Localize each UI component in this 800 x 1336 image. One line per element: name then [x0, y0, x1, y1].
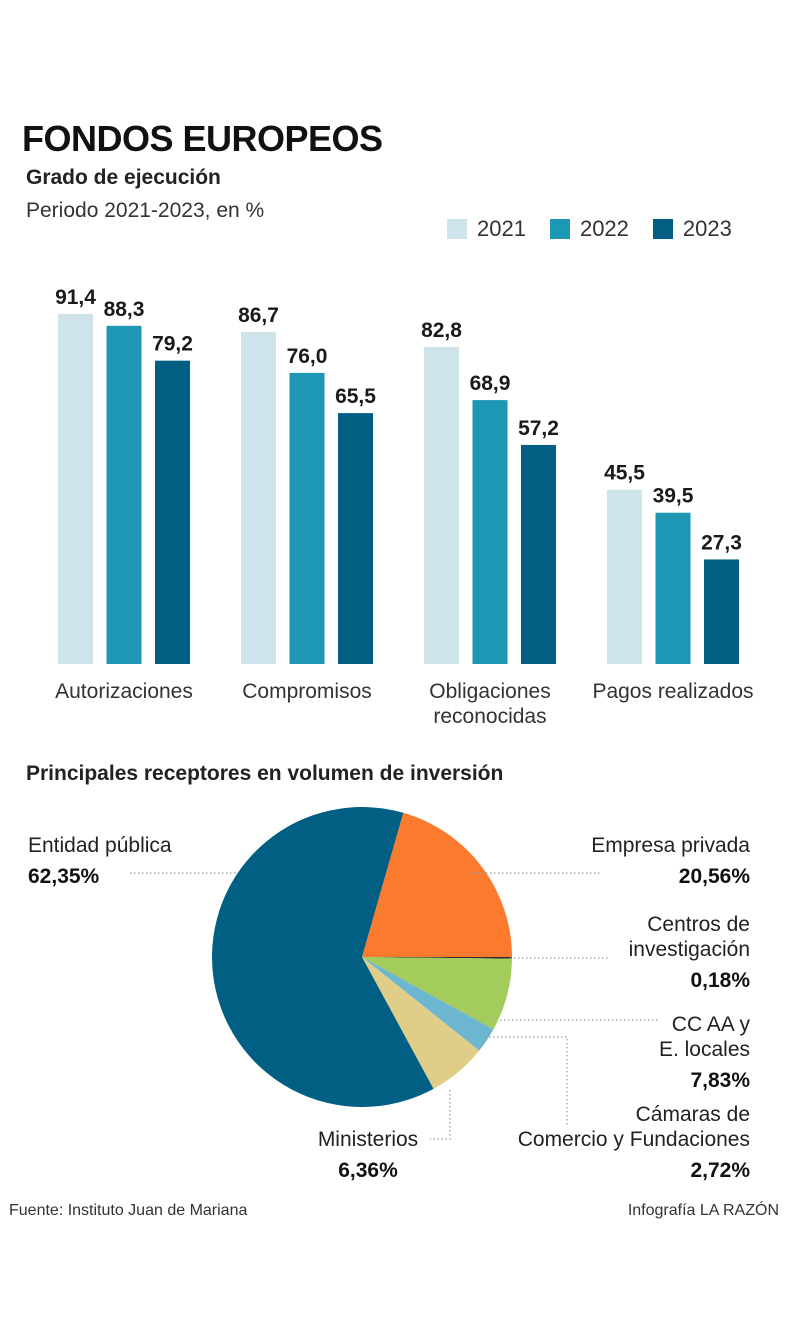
- legend-item-2022: 2022: [549, 216, 629, 242]
- category-label-obligaciones-reconocidas: Obligaciones reconocidas: [429, 680, 550, 728]
- bar-chart: 91,4 88,3 79,2 Autorizaciones 86,7 76,0 65,5 Co…: [55, 286, 753, 728]
- bar-obligaciones-reconocidas-2021: [424, 346, 459, 664]
- pie-slice-camaras-de-comercio-y-fundaciones: [362, 957, 494, 1051]
- category-label-autorizaciones: Autorizaciones: [55, 680, 193, 703]
- legend-label-2022: 2022: [579, 216, 629, 241]
- bar-value-compromisos-2021: 86,7: [238, 304, 279, 327]
- period-label: Periodo 2021-2023, en %: [26, 199, 265, 222]
- bar-value-autorizaciones-2021: 91,4: [55, 286, 96, 309]
- pie-title: Principales receptores en volumen de inv…: [26, 762, 504, 785]
- bar-autorizaciones-2021: [58, 313, 93, 664]
- pie-label-empresa-privada: Empresa privada 20,56%: [591, 834, 750, 888]
- pie-value-entidad-publica: 62,35%: [28, 865, 100, 888]
- bar-pagos-realizados-2021: [607, 489, 642, 664]
- pie-value-empresa-privada: 20,56%: [679, 865, 751, 888]
- bar-pagos-realizados-2023: [704, 559, 739, 664]
- bar-compromisos-2022: [289, 372, 325, 664]
- legend-swatch-2021: [447, 219, 467, 239]
- bar-value-obligaciones-reconocidas-2021: 82,8: [421, 319, 462, 342]
- pie-slice-ministerios: [362, 957, 480, 1089]
- legend-item-2021: 2021: [447, 216, 526, 242]
- bar-value-obligaciones-reconocidas-2023: 57,2: [518, 417, 559, 440]
- bar-value-autorizaciones-2023: 79,2: [152, 333, 193, 356]
- bar-value-obligaciones-reconocidas-2022: 68,9: [470, 372, 511, 395]
- bar-value-autorizaciones-2022: 88,3: [104, 298, 145, 321]
- pie-slice-cc-aa-y-e-locales: [362, 957, 512, 1030]
- bar-pagos-realizados-2022: [655, 512, 691, 664]
- pie-label-centros-de-investigacion: Centros de investigación 0,18%: [629, 913, 751, 992]
- pie-label-ministerios: Ministerios 6,36%: [318, 1128, 418, 1182]
- bar-legend: 2021 2022 2023: [447, 216, 732, 242]
- bar-value-pagos-realizados-2021: 45,5: [604, 462, 645, 485]
- pie-slice-centros-de-investigacion: [362, 957, 512, 959]
- category-label-compromisos: Compromisos: [242, 680, 372, 703]
- pie-label-camaras-de-comercio-y-fundaciones: Cámaras de Comercio y Fundaciones 2,72%: [518, 1103, 751, 1182]
- page-title: FONDOS EUROPEOS: [22, 118, 383, 159]
- legend-item-2023: 2023: [652, 216, 732, 242]
- legend-swatch-2023: [652, 219, 673, 239]
- bar-value-compromisos-2022: 76,0: [287, 345, 328, 368]
- pie-label-entidad-publica: Entidad pública 62,35%: [28, 834, 172, 888]
- leader-line-ministerios: [430, 1090, 451, 1140]
- bar-value-pagos-realizados-2023: 27,3: [701, 531, 742, 554]
- pie-value-camaras-de-comercio-y-fundaciones: 2,72%: [690, 1159, 750, 1182]
- legend-label-2021: 2021: [477, 216, 526, 241]
- pie-slice-entidad-publica: [212, 807, 434, 1107]
- credit-note: Infografía LA RAZÓN: [627, 1202, 779, 1219]
- bar-compromisos-2021: [241, 331, 276, 664]
- chart-subtitle: Grado de ejecución: [26, 166, 221, 189]
- category-label-pagos-realizados: Pagos realizados: [592, 680, 753, 703]
- bar-obligaciones-reconocidas-2022: [472, 400, 508, 664]
- pie-value-centros-de-investigacion: 0,18%: [690, 969, 750, 992]
- pie-chart: Entidad pública 62,35% Empresa privada 20,5…: [28, 807, 751, 1182]
- legend-swatch-2022: [549, 219, 570, 239]
- pie-value-ministerios: 6,36%: [338, 1159, 398, 1182]
- source-note: Fuente: Instituto Juan de Mariana: [9, 1202, 248, 1219]
- legend-label-2023: 2023: [682, 216, 732, 241]
- bar-obligaciones-reconocidas-2023: [521, 444, 556, 664]
- bar-autorizaciones-2022: [106, 325, 142, 664]
- pie-value-cc-aa-y-e-locales: 7,83%: [690, 1069, 750, 1092]
- pie-label-cc-aa-y-e-locales: CC AA y E. locales 7,83%: [659, 1013, 751, 1092]
- bar-value-pagos-realizados-2022: 39,5: [653, 485, 694, 508]
- pie-slice-empresa-privada: [362, 812, 512, 957]
- bar-autorizaciones-2023: [155, 360, 190, 664]
- leader-line-camaras-de-comercio-y-fundaciones: [485, 1036, 568, 1125]
- bar-value-compromisos-2023: 65,5: [335, 385, 376, 408]
- bar-compromisos-2023: [338, 413, 373, 664]
